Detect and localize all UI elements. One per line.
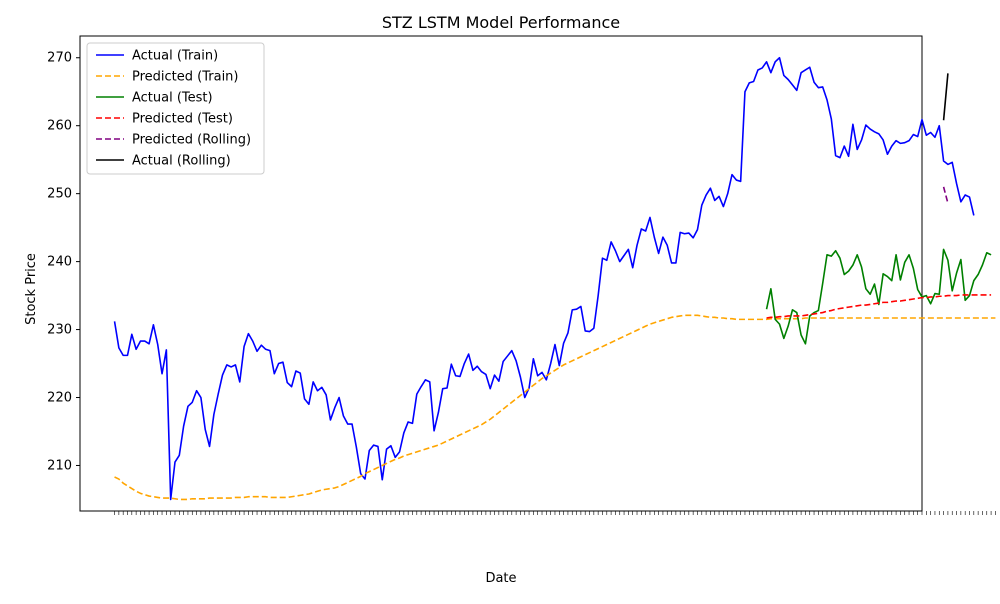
plot-frame [79,35,923,512]
series-line-predicted-test [766,294,992,319]
legend-box [86,42,265,175]
y-tick-label: 220 [47,391,72,406]
series-line-actual-train [113,56,975,501]
legend-label: Predicted (Train) [132,70,239,85]
y-tick-label: 260 [47,119,72,134]
chart-title: STZ LSTM Model Performance [382,13,620,32]
y-tick-label: 240 [47,255,72,270]
y-tick-label: 230 [47,323,72,338]
y-tick-label: 270 [47,51,72,66]
series-line-actual-test [765,248,992,345]
legend-label: Actual (Train) [132,49,218,64]
legend-label: Actual (Rolling) [132,154,231,169]
y-tick-label: 250 [47,187,72,202]
x-axis-label: Date [485,571,516,586]
y-tick-label: 210 [47,458,72,473]
legend-label: Actual (Test) [132,91,213,106]
series-line-actual-rolling [942,73,949,121]
legend-label: Predicted (Test) [132,112,233,127]
series-line-predicted-rolling [942,186,949,204]
plot-area: 210 220 230 240 250 260 270 Actual (Train) Predi… [47,35,996,515]
series-line-predicted-train [114,314,996,501]
y-axis-label: Stock Price [24,253,39,325]
legend-label: Predicted (Rolling) [132,133,251,148]
